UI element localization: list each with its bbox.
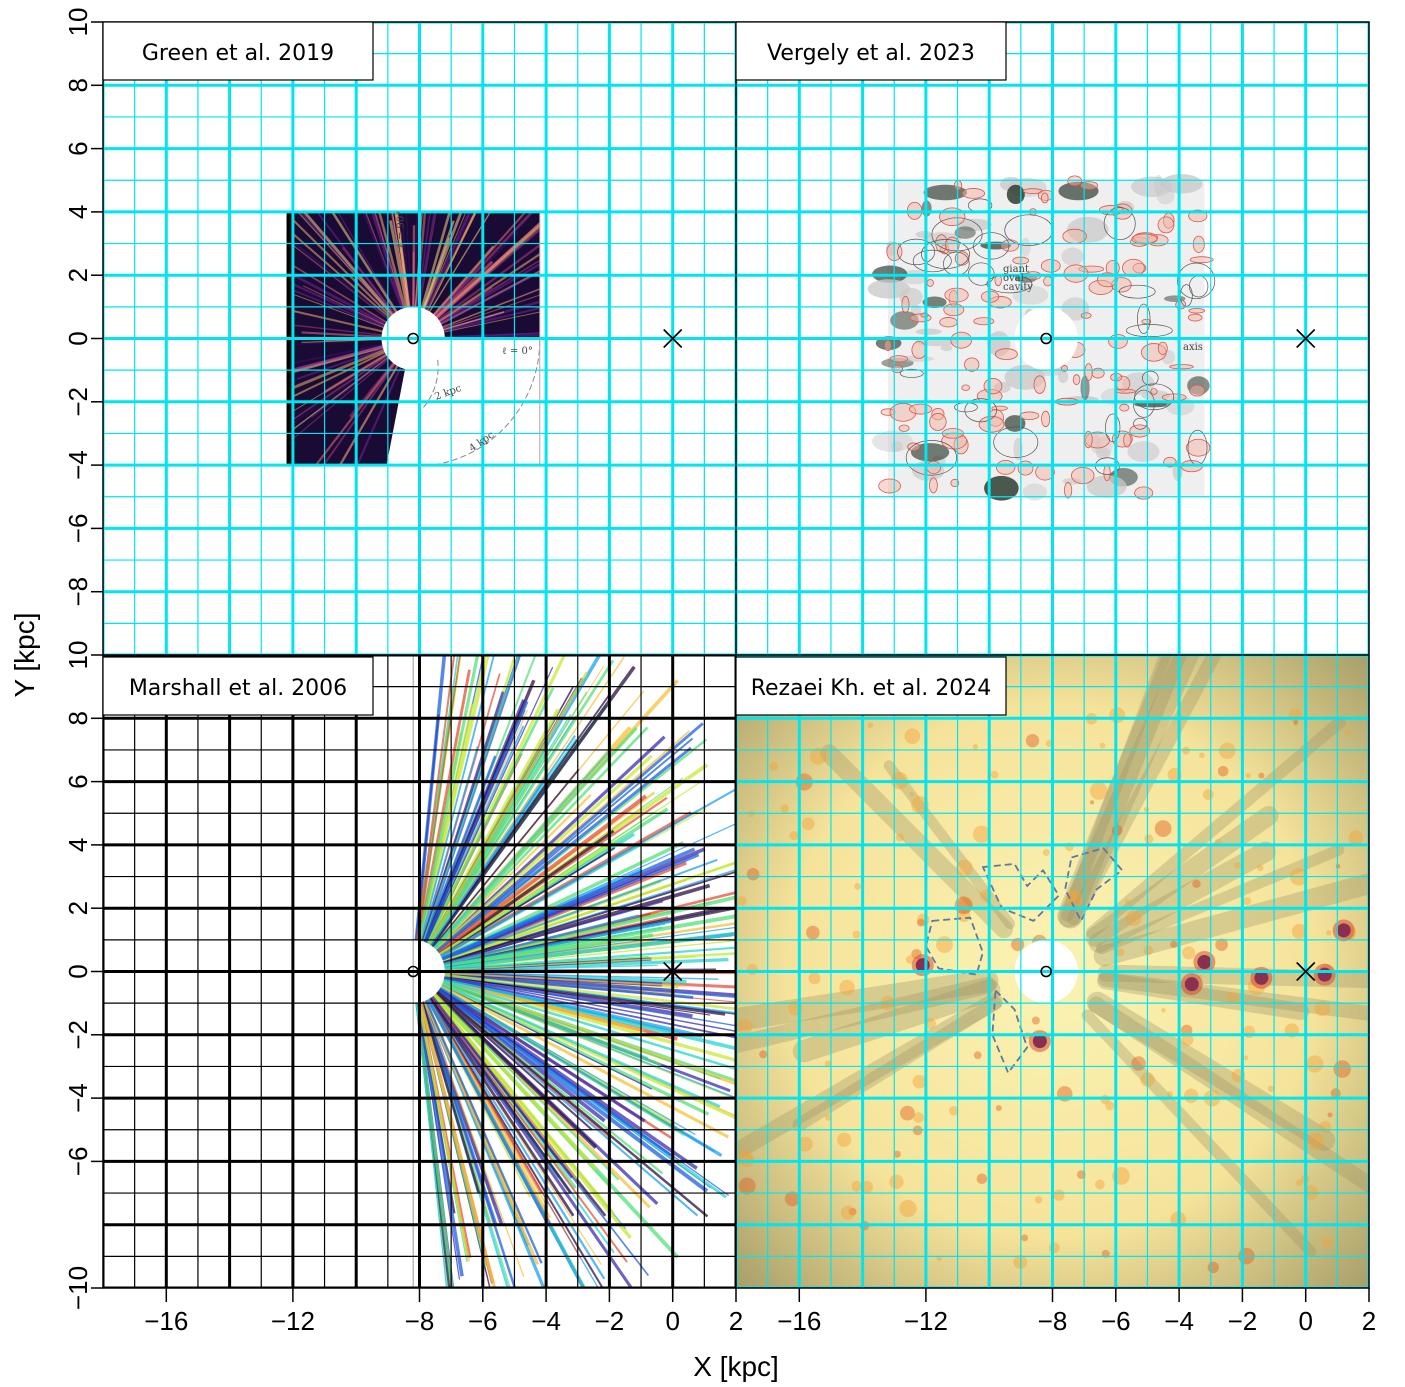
y-tick-label: 6: [63, 774, 93, 788]
panel-title: Marshall et al. 2006: [129, 676, 347, 701]
x-tick-label: −12: [904, 1306, 948, 1336]
y-tick-label: 0: [63, 331, 93, 345]
x-tick-label: 2: [1362, 1306, 1376, 1336]
sun-marker: [1040, 332, 1052, 345]
panel-title: Vergely et al. 2023: [767, 41, 975, 66]
x-tick-label: 2: [729, 1306, 743, 1336]
y-tick-label: 4: [63, 205, 93, 219]
galactic-center-marker: [1296, 328, 1316, 349]
y-tick-label: 2: [63, 901, 93, 915]
y-tick-label: 2: [63, 268, 93, 282]
sun-marker: [407, 332, 419, 345]
grid-tl: [103, 22, 736, 655]
x-tick-label: −6: [1101, 1306, 1131, 1336]
y-tick-label: −2: [63, 387, 93, 417]
y-axis-label: Y [kpc]: [9, 612, 40, 697]
title-box-bl: Marshall et al. 2006: [102, 656, 374, 716]
galactic-center-marker: [663, 328, 683, 349]
x-tick-label: −12: [271, 1306, 315, 1336]
panel-title: Green et al. 2019: [142, 41, 334, 66]
grid-tr: [736, 22, 1369, 655]
x-axis-label: X [kpc]: [693, 1351, 779, 1382]
grid-bl: [103, 655, 736, 1288]
y-tick-label: 10: [63, 8, 93, 37]
inner-label: oval: [1003, 273, 1024, 284]
inner-label: giant: [1003, 264, 1029, 275]
y-tick-label: −6: [63, 1147, 93, 1177]
inner-label: ℓ = 0°: [502, 346, 533, 357]
y-tick-label: −8: [63, 577, 93, 607]
x-tick-label: −6: [468, 1306, 498, 1336]
y-tick-label: −2: [63, 1020, 93, 1050]
y-tick-label: −4: [63, 1083, 93, 1113]
y-tick-label: 0: [63, 964, 93, 978]
inner-label: axis: [1183, 342, 1203, 353]
sun-marker: [1040, 965, 1052, 978]
x-tick-label: −4: [1164, 1306, 1194, 1336]
galactic-center-marker: [663, 961, 683, 982]
y-tick-label: −4: [63, 450, 93, 480]
inner-label: cavity: [1003, 282, 1033, 293]
x-tick-label: −2: [595, 1306, 625, 1336]
y-tick-label: −10: [63, 1266, 93, 1310]
y-tick-label: 6: [63, 141, 93, 155]
x-tick-label: −4: [531, 1306, 561, 1336]
y-tick-label: 8: [63, 78, 93, 92]
x-tick-label: −2: [1228, 1306, 1258, 1336]
panel-title: Rezaei Kh. et al. 2024: [751, 676, 992, 701]
x-tick-label: −16: [144, 1306, 188, 1336]
inner-label: ℓ = 90°: [396, 211, 407, 248]
title-box-tr: Vergely et al. 2023: [735, 21, 1007, 81]
vergely-map-image: [867, 174, 1216, 501]
y-tick-label: −6: [63, 514, 93, 544]
sun-marker: [407, 965, 419, 978]
y-tick-label: 10: [63, 641, 93, 670]
x-tick-label: −8: [1038, 1306, 1068, 1336]
y-tick-label: 8: [63, 711, 93, 725]
x-tick-label: 0: [665, 1306, 679, 1336]
title-box-tl: Green et al. 2019: [102, 21, 374, 81]
grid-br: [736, 655, 1369, 1288]
title-box-br: Rezaei Kh. et al. 2024: [735, 656, 1007, 716]
galactic-center-marker: [1296, 961, 1316, 982]
y-tick-label: 4: [63, 838, 93, 852]
x-tick-label: −8: [405, 1306, 435, 1336]
x-tick-label: 0: [1298, 1306, 1312, 1336]
x-tick-label: −16: [777, 1306, 821, 1336]
